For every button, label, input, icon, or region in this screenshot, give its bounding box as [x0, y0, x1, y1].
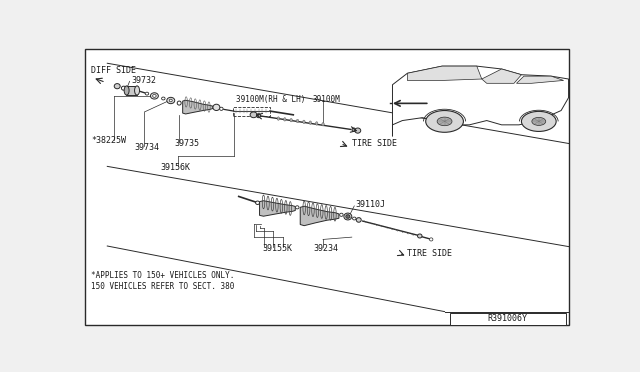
Ellipse shape — [290, 118, 292, 122]
Ellipse shape — [340, 213, 343, 217]
Ellipse shape — [177, 101, 181, 105]
Polygon shape — [516, 76, 564, 83]
Text: 39100M(RH & LH): 39100M(RH & LH) — [236, 94, 306, 103]
Polygon shape — [392, 66, 568, 136]
Ellipse shape — [417, 234, 422, 238]
Circle shape — [522, 111, 556, 131]
Text: DIFF SIDE: DIFF SIDE — [91, 66, 136, 75]
Circle shape — [426, 110, 463, 132]
Ellipse shape — [150, 93, 158, 99]
Ellipse shape — [296, 206, 299, 209]
Ellipse shape — [429, 238, 433, 241]
Ellipse shape — [161, 97, 165, 100]
Bar — [233, 106, 270, 116]
Ellipse shape — [145, 92, 148, 95]
Polygon shape — [260, 201, 295, 216]
Text: R391006Y: R391006Y — [488, 314, 527, 323]
Text: 39732: 39732 — [132, 76, 157, 85]
Ellipse shape — [122, 86, 126, 90]
Text: 39234: 39234 — [313, 244, 338, 253]
Bar — [126, 86, 137, 95]
Ellipse shape — [303, 120, 305, 124]
Text: 150 VEHICLES REFER TO SECT. 380: 150 VEHICLES REFER TO SECT. 380 — [91, 282, 234, 291]
Ellipse shape — [114, 84, 120, 89]
Ellipse shape — [255, 201, 260, 205]
Ellipse shape — [344, 213, 352, 220]
Ellipse shape — [316, 122, 318, 125]
Ellipse shape — [296, 119, 299, 123]
Ellipse shape — [169, 99, 172, 102]
Polygon shape — [182, 100, 213, 114]
Ellipse shape — [284, 118, 286, 121]
Ellipse shape — [346, 215, 350, 218]
Text: TIRE SIDE: TIRE SIDE — [408, 248, 452, 258]
Ellipse shape — [353, 217, 356, 220]
Ellipse shape — [309, 121, 312, 124]
Ellipse shape — [355, 128, 361, 133]
Text: 39156K: 39156K — [161, 163, 190, 172]
Bar — [399, 94, 411, 104]
Ellipse shape — [250, 112, 257, 118]
Text: 39735: 39735 — [174, 139, 199, 148]
Text: 39100M: 39100M — [312, 94, 340, 103]
Circle shape — [532, 118, 546, 125]
Ellipse shape — [220, 107, 223, 110]
Ellipse shape — [257, 114, 260, 118]
Ellipse shape — [356, 218, 361, 222]
Bar — [449, 313, 566, 325]
Text: TIRE SIDE: TIRE SIDE — [352, 139, 397, 148]
Polygon shape — [300, 206, 339, 226]
Ellipse shape — [167, 97, 175, 104]
Ellipse shape — [277, 117, 280, 120]
Polygon shape — [482, 69, 522, 83]
Text: 39155K: 39155K — [262, 244, 292, 253]
Ellipse shape — [124, 86, 129, 95]
Text: *APPLIES TO 150+ VEHICLES ONLY.: *APPLIES TO 150+ VEHICLES ONLY. — [91, 271, 234, 280]
Ellipse shape — [213, 104, 220, 110]
Ellipse shape — [395, 90, 402, 94]
Ellipse shape — [134, 86, 140, 95]
Polygon shape — [408, 66, 482, 80]
Text: 39110J: 39110J — [355, 200, 385, 209]
Ellipse shape — [322, 122, 324, 126]
Text: 39734: 39734 — [134, 143, 159, 152]
Ellipse shape — [153, 94, 156, 97]
Ellipse shape — [352, 128, 356, 131]
Text: *38225W: *38225W — [91, 136, 126, 145]
Circle shape — [437, 117, 452, 126]
